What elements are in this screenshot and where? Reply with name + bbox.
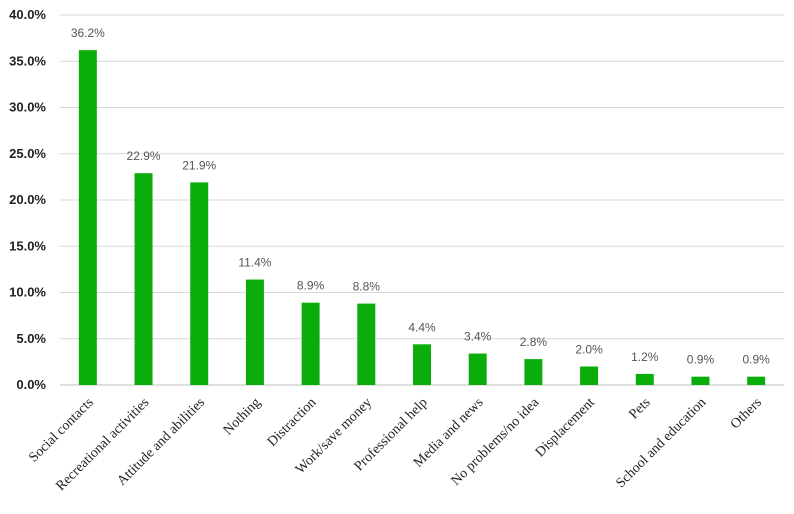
y-tick-label: 35.0%: [9, 53, 46, 68]
y-tick-label: 0.0%: [16, 377, 46, 392]
x-tick-label: Distraction: [265, 395, 320, 450]
data-label: 4.4%: [408, 320, 436, 334]
y-axis-ticks: 0.0% 5.0% 10.0% 15.0% 20.0% 25.0% 30.0% 35.0% 40…: [9, 7, 46, 392]
bar: [524, 359, 543, 385]
data-label: 3.4%: [464, 330, 492, 344]
data-label: 2.0%: [575, 343, 603, 357]
y-tick-label: 5.0%: [16, 331, 46, 346]
x-tick-label: Pets: [626, 395, 653, 422]
bar: [580, 366, 599, 385]
bar: [691, 376, 710, 385]
y-tick-label: 15.0%: [9, 238, 46, 253]
bar: [747, 376, 766, 385]
bar: [635, 373, 654, 385]
y-tick-label: 25.0%: [9, 146, 46, 161]
x-tick-label: Nothing: [221, 395, 264, 438]
data-label: 11.4%: [238, 256, 271, 270]
data-label: 0.9%: [742, 353, 770, 367]
y-tick-label: 40.0%: [9, 7, 46, 22]
x-tick-label: Displacement: [533, 395, 598, 460]
x-tick-label: Others: [728, 395, 765, 432]
bar: [413, 344, 431, 385]
x-tick-label: Recreational activities: [54, 395, 153, 494]
data-labels: 36.2% 22.9% 21.9% 11.4% 8.9% 8.8% 4.4% 3.4% 2.8%…: [71, 26, 770, 367]
y-tick-label: 10.0%: [9, 285, 46, 300]
data-label: 36.2%: [71, 26, 105, 40]
data-label: 8.9%: [297, 279, 325, 293]
bar: [134, 173, 153, 385]
data-label: 0.9%: [687, 353, 715, 367]
bar: [468, 353, 487, 385]
data-label: 21.9%: [182, 158, 216, 172]
data-label: 1.2%: [631, 350, 659, 364]
bar: [190, 182, 209, 385]
bars: [78, 50, 766, 386]
bar: [301, 302, 320, 385]
y-tick-label: 20.0%: [9, 192, 46, 207]
bar: [78, 50, 97, 386]
data-label: 2.8%: [520, 335, 548, 349]
data-label: 8.8%: [353, 280, 381, 294]
bar: [245, 279, 264, 385]
y-tick-label: 30.0%: [9, 100, 46, 115]
gridlines: [60, 14, 784, 340]
bar: [357, 303, 376, 385]
data-label: 22.9%: [127, 149, 161, 163]
